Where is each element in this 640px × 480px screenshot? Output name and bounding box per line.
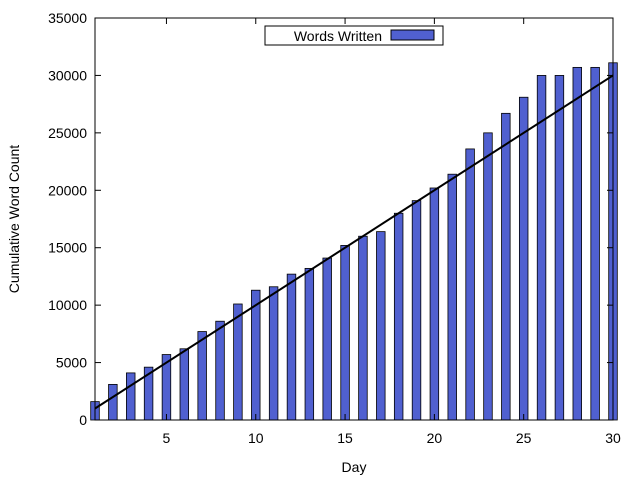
x-tick-label: 15	[337, 430, 353, 446]
bar-day-28	[572, 66, 582, 421]
bar-day-2	[108, 383, 118, 421]
y-tick-label: 5000	[56, 355, 87, 371]
x-axis-ticks: 5 10 15 20 25 30	[163, 18, 621, 446]
bar-day-27	[554, 75, 565, 421]
y-tick-label: 15000	[48, 240, 87, 256]
plot-frame	[94, 17, 614, 421]
target-line	[94, 74, 614, 410]
legend: Words Written	[264, 25, 444, 46]
bar-day-25	[518, 96, 529, 421]
bar-day-26	[536, 75, 547, 421]
y-tick-label: 0	[79, 412, 87, 428]
y-tick-label: 25000	[48, 125, 87, 141]
bar-day-9	[233, 303, 243, 421]
y-tick-label: 30000	[48, 67, 87, 83]
x-tick-label: 20	[427, 430, 443, 446]
x-tick-label: 25	[516, 430, 532, 446]
bar-day-11	[268, 286, 279, 421]
y-axis-label: Cumulative Word Count	[6, 145, 22, 293]
y-tick-label: 10000	[48, 297, 87, 313]
bar-day-14	[322, 257, 332, 421]
x-tick-label: 5	[163, 430, 171, 446]
bar-day-24	[501, 112, 511, 421]
y-tick-label: 20000	[48, 182, 87, 198]
bar-day-13	[304, 267, 315, 421]
legend-swatch	[390, 29, 435, 41]
bar-day-29	[590, 66, 600, 421]
bar-day-15	[340, 245, 350, 421]
y-axis-ticks: 0 5000 10000 15000 20000 25000 30000 35000	[48, 10, 613, 428]
bar-day-10	[251, 289, 261, 421]
bar-day-12	[286, 273, 297, 421]
target-line-layer	[94, 74, 614, 410]
bar-day-23	[483, 132, 493, 421]
bar-day-8	[215, 320, 225, 421]
bar-day-20	[429, 187, 440, 421]
y-tick-label: 35000	[48, 10, 87, 26]
x-tick-label: 30	[605, 430, 621, 446]
legend-label: Words Written	[294, 28, 382, 44]
bar-day-17	[376, 231, 386, 421]
bar-day-16	[358, 235, 368, 421]
x-axis-label: Day	[342, 459, 367, 475]
bar-day-21	[447, 173, 457, 421]
bar-day-22	[465, 148, 475, 421]
bar-day-18	[393, 212, 404, 421]
bar-day-7	[197, 331, 207, 421]
bar-day-6	[179, 348, 190, 421]
bar-day-3	[126, 372, 136, 421]
bar-day-19	[411, 200, 422, 421]
x-tick-label: 10	[248, 430, 264, 446]
